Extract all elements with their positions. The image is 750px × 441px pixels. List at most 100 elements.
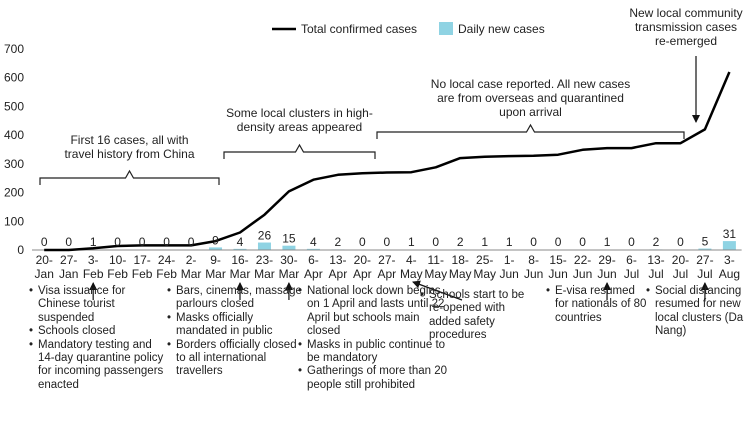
bar-value-label: 0 [530,235,537,249]
x-tick-label: 27- [60,253,77,267]
period-brace [223,143,376,159]
bar-value-label: 2 [335,235,342,249]
x-tick-label: 6- [308,253,319,267]
period-annotation-text: First 16 cases, all with [70,133,188,147]
daily-new-cases-bar [233,248,247,250]
event-item: National lock down begins on 1 April and… [298,285,448,339]
bar-value-label: 0 [65,235,72,249]
x-tick-label: Feb [132,267,153,281]
event-item: E-visa resumed for nationals of 80 count… [546,285,651,325]
x-tick-label: 3- [88,253,99,267]
bar-value-label: 9 [212,233,219,247]
events-late-march: National lock down begins on 1 April and… [298,285,448,392]
bar-value-label: 0 [383,235,390,249]
x-tick-label: 6- [626,253,637,267]
y-tick-label: 100 [4,214,24,228]
x-tick-label: Jun [597,267,616,281]
period-annotation-text: are from overseas and quarantined [437,91,624,105]
x-tick-label: Aug [719,267,740,281]
x-tick-label: 17- [133,253,150,267]
bar-value-label: 0 [677,235,684,249]
x-tick-label: 20- [36,253,53,267]
total-confirmed-cases-line [44,71,731,252]
events-mid-march: Bars, cinemas, massage parlours closedMa… [167,285,302,379]
x-tick-label: 27- [378,253,395,267]
y-tick-label: 400 [4,128,24,142]
x-tick-label: 11- [428,253,444,267]
x-tick-label: 13- [647,253,664,267]
bar-value-label: 4 [237,235,244,249]
x-tick-label: Jun [524,267,543,281]
x-tick-label: Jul [673,267,688,281]
bar-value-label: 0 [628,235,635,249]
callout-text: transmission cases [635,20,737,34]
x-tick-label: Apr [304,267,323,281]
x-tick-label: 9- [210,253,221,267]
bar-value-label: 1 [506,235,513,249]
events-late-june: E-visa resumed for nationals of 80 count… [546,285,651,325]
bar-value-label: 0 [188,235,195,249]
bar-value-label: 4 [310,235,317,249]
daily-new-cases-bar [257,242,271,250]
period-brace [376,123,685,139]
x-tick-label: Jan [35,267,54,281]
event-item: Schools start to be re-opened with added… [420,289,540,343]
bar-value-label: 1 [481,235,488,249]
event-item: Mandatory testing and 14-day quarantine … [29,339,164,393]
x-tick-label: Feb [83,267,104,281]
x-tick-label: Jan [59,267,78,281]
event-item: Masks in public continue to be mandatory [298,339,448,366]
bar-value-label: 26 [258,229,272,243]
x-tick-label: Apr [377,267,396,281]
x-tick-label: 16- [231,253,248,267]
legend-label-daily: Daily new cases [458,22,545,36]
bar-value-label: 0 [163,235,170,249]
x-tick-label: 3- [724,253,735,267]
bar-value-label: 0 [139,235,146,249]
period-annotation-text: Some local clusters in high- [226,106,373,120]
legend-bar-swatch [439,22,453,35]
x-tick-label: 2- [186,253,197,267]
period-annotation-text: density areas appeared [237,120,362,134]
event-item: Visa issuance for Chinese tourist suspen… [29,285,164,325]
y-tick-label: 200 [4,186,24,200]
y-tick-label: 600 [4,71,24,85]
x-tick-label: May [449,267,472,281]
x-tick-label: 22- [574,253,591,267]
event-item: Borders officially closed to all interna… [167,339,302,379]
y-tick-label: 700 [4,42,24,56]
bar-value-label: 15 [282,232,296,246]
daily-new-cases-bar [306,248,320,250]
x-tick-label: Mar [181,267,202,281]
bar-value-label: 1 [408,235,415,249]
bar-value-label: 2 [457,235,464,249]
y-tick-label: 0 [17,243,24,257]
bar-value-label: 0 [579,235,586,249]
x-tick-label: 27- [696,253,713,267]
x-tick-label: Jul [648,267,663,281]
bar-value-label: 0 [432,235,439,249]
x-tick-label: 20- [672,253,689,267]
x-tick-label: 10- [109,253,126,267]
x-tick-label: Mar [230,267,251,281]
x-tick-label: 30- [280,253,297,267]
events-late-july: Social distancing resumed for new local … [646,285,749,339]
x-tick-label: 4- [406,253,417,267]
period-annotation-text: travel history from China [64,147,194,161]
event-item: Schools closed [29,325,164,339]
x-tick-label: Jun [499,267,518,281]
daily-new-cases-bar [209,247,223,250]
x-tick-label: 8- [528,253,539,267]
x-tick-label: Mar [254,267,275,281]
bar-value-label: 1 [90,235,97,249]
x-tick-label: Feb [156,267,177,281]
event-item: Gatherings of more than 20 people still … [298,365,448,392]
event-item: Masks officially mandated in public [167,312,302,339]
x-tick-label: 15- [549,253,566,267]
period-brace [39,169,220,185]
x-tick-label: 25- [476,253,493,267]
event-item: Bars, cinemas, massage parlours closed [167,285,302,312]
events-mid-january: Visa issuance for Chinese tourist suspen… [29,285,164,392]
x-tick-label: Jun [573,267,592,281]
